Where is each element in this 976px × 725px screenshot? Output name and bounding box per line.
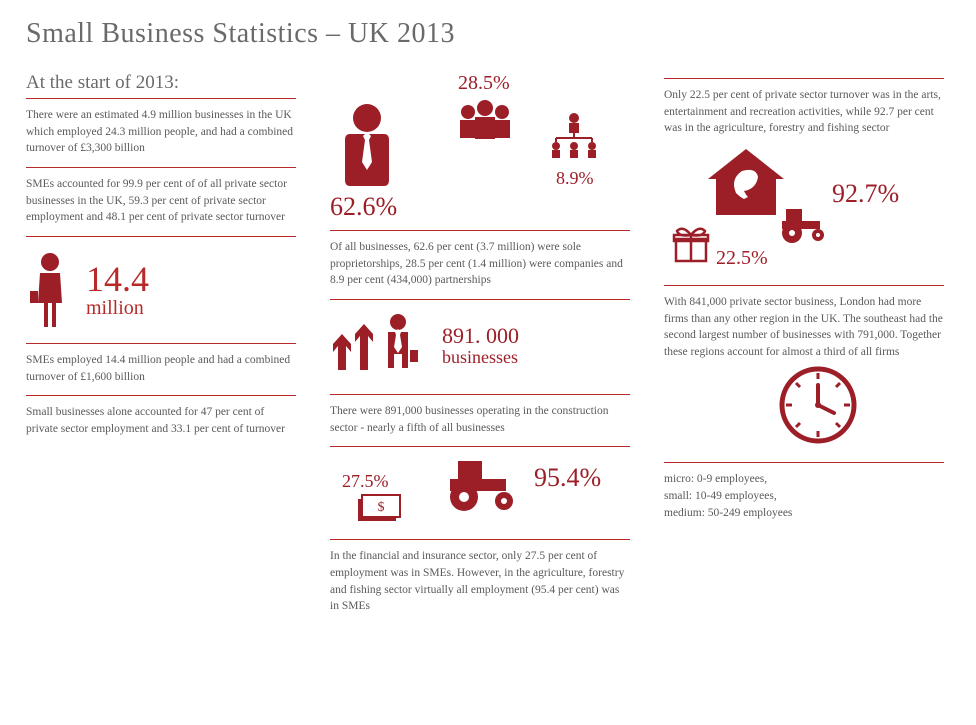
divider bbox=[26, 236, 296, 237]
column-1: At the start of 2013: There were an esti… bbox=[26, 72, 296, 615]
divider bbox=[26, 98, 296, 99]
partnerships-pct: 8.9% bbox=[556, 168, 594, 189]
partnerships-icon bbox=[544, 112, 604, 160]
col1-p1: There were an estimated 4.9 million busi… bbox=[26, 107, 296, 157]
construction-unit: businesses bbox=[442, 347, 518, 367]
companies-icon bbox=[450, 98, 520, 142]
sme-employment-number: 14.4 million bbox=[86, 261, 149, 320]
construction-count-label: 891. 000 businesses bbox=[442, 324, 519, 368]
divider bbox=[330, 230, 630, 231]
arts-turnover-pct: 22.5% bbox=[716, 247, 768, 270]
divider bbox=[664, 78, 944, 79]
col1-p4: Small businesses alone accounted for 47 … bbox=[26, 404, 296, 437]
column-2: 62.6% 28.5% bbox=[330, 72, 630, 615]
divider bbox=[330, 394, 630, 395]
divider bbox=[26, 343, 296, 344]
col1-p3: SMEs employed 14.4 million people and ha… bbox=[26, 352, 296, 385]
sole-proprietor-icon bbox=[336, 102, 398, 194]
stat-value: 14.4 bbox=[86, 259, 149, 299]
businessman-icon bbox=[26, 251, 74, 329]
col1-subheading: At the start of 2013: bbox=[26, 72, 296, 94]
column-3: Only 22.5 per cent of private sector tur… bbox=[664, 72, 944, 615]
col2-p1: Of all businesses, 62.6 per cent (3.7 mi… bbox=[330, 239, 630, 289]
clock-graphic bbox=[776, 363, 944, 452]
size-small: small: 10-49 employees, bbox=[664, 488, 944, 505]
divider bbox=[664, 462, 944, 463]
tractor-small-icon bbox=[776, 205, 832, 245]
divider bbox=[330, 299, 630, 300]
sme-employment-stat: 14.4 million bbox=[26, 251, 296, 329]
divider bbox=[664, 285, 944, 286]
col1-p2: SMEs accounted for 99.9 per cent of of a… bbox=[26, 176, 296, 226]
sole-proprietor-pct: 62.6% bbox=[330, 192, 397, 222]
construction-stat: 891. 000 businesses bbox=[330, 312, 630, 380]
companies-pct: 28.5% bbox=[458, 72, 510, 95]
divider bbox=[26, 167, 296, 168]
tractor-icon bbox=[440, 455, 530, 513]
money-icon: $ bbox=[356, 493, 402, 525]
sector-employment-graphic: 95.4% 27.5% $ bbox=[330, 455, 630, 529]
divider bbox=[330, 446, 630, 447]
sector-turnover-graphic: 92.7% 22.5% bbox=[664, 145, 944, 275]
construction-count: 891. 000 bbox=[442, 323, 519, 348]
col2-p3: In the financial and insurance sector, o… bbox=[330, 548, 630, 615]
gift-icon bbox=[670, 223, 712, 265]
col2-p2: There were 891,000 businesses operating … bbox=[330, 403, 630, 436]
construction-icon bbox=[330, 312, 430, 380]
col3-p1: Only 22.5 per cent of private sector tur… bbox=[664, 87, 944, 137]
business-types-graphic: 62.6% 28.5% bbox=[330, 72, 630, 212]
agri-employment-pct: 95.4% bbox=[534, 463, 601, 493]
agri-turnover-pct: 92.7% bbox=[832, 179, 899, 209]
size-micro: micro: 0-9 employees, bbox=[664, 471, 944, 488]
col3-p2: With 841,000 private sector business, Lo… bbox=[664, 294, 944, 361]
svg-text:$: $ bbox=[378, 500, 385, 515]
divider bbox=[26, 395, 296, 396]
clock-icon bbox=[776, 363, 860, 447]
divider bbox=[330, 539, 630, 540]
columns-container: At the start of 2013: There were an esti… bbox=[26, 72, 950, 615]
finance-employment-pct: 27.5% bbox=[342, 471, 389, 492]
stat-unit: million bbox=[86, 298, 149, 319]
page-title: Small Business Statistics – UK 2013 bbox=[26, 18, 950, 50]
size-definitions: micro: 0-9 employees, small: 10-49 emplo… bbox=[664, 471, 944, 523]
size-medium: medium: 50-249 employees bbox=[664, 505, 944, 522]
